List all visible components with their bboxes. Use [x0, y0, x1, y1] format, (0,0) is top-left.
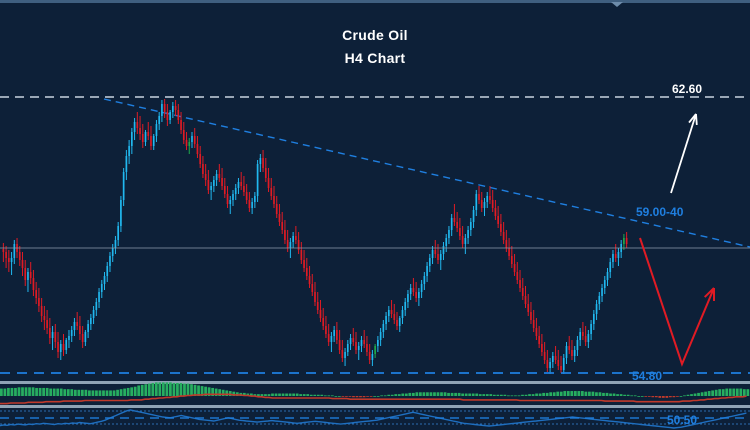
pane-separator-oscillator: [0, 405, 750, 408]
chevron-down-icon: [611, 2, 623, 7]
chart-subtitle: H4 Chart: [344, 50, 406, 66]
chart-title: Crude Oil: [342, 27, 408, 43]
price-level-label-6260: 62.60: [672, 82, 703, 96]
price-level-label-5050: 50.50: [667, 413, 698, 427]
price-level-label-5480: 54.80: [632, 369, 663, 383]
pane-separator-macd: [0, 381, 750, 384]
window-top-strip: [0, 0, 750, 3]
price-level-label-5900-40: 59.00-40: [636, 205, 684, 219]
